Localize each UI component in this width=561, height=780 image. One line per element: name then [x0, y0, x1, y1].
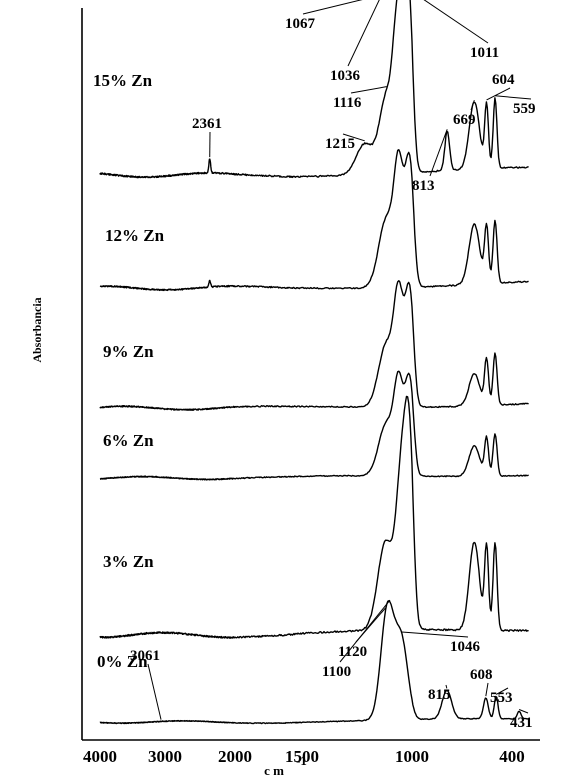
peak-label-669: 669 [453, 112, 476, 128]
leader-line [485, 682, 489, 697]
x-tick-1000: 1000 [395, 747, 429, 766]
leader-line [339, 599, 391, 663]
series-label: 15% Zn [93, 71, 153, 90]
spectrum-line [99, 0, 529, 179]
peak-label-1011: 1011 [470, 45, 499, 61]
x-tick-3000: 3000 [148, 747, 182, 766]
spectrum-line [99, 395, 529, 639]
peak-label-431: 431 [510, 715, 533, 731]
peak-label-1100: 1100 [322, 664, 351, 680]
series-label: 6% Zn [103, 431, 154, 450]
x-tick-400: 400 [499, 747, 525, 766]
leader-line [429, 129, 448, 177]
leader-line [347, 0, 380, 67]
peak-label-1046: 1046 [450, 639, 481, 655]
peak-label-813: 813 [412, 178, 435, 194]
leader-line [350, 86, 387, 94]
y-axis-title: Absorbancia [30, 297, 44, 362]
x-tick-4000: 4000 [83, 747, 117, 766]
spectrum-line [99, 600, 529, 725]
leader-line [495, 95, 532, 100]
x-axis-title-superscript: -1 [296, 753, 307, 768]
leader-line [401, 631, 469, 638]
x-axis-title: c m [264, 763, 284, 778]
peak-annotations: 2361 1215 1116 1067 1036 1011 813 669 604 559 3061… [130, 0, 536, 731]
peak-label-604: 604 [492, 72, 515, 88]
x-tick-1500: 1500 [285, 747, 319, 766]
peak-label-608: 608 [470, 667, 493, 683]
peak-label-3061: 3061 [130, 648, 160, 664]
leader-line [486, 87, 511, 101]
leader-line [423, 0, 489, 44]
leader-line [147, 663, 162, 720]
peak-label-553: 553 [490, 690, 513, 706]
spectrum-line [99, 370, 529, 481]
peak-label-1215: 1215 [325, 136, 355, 152]
peak-label-1067: 1067 [285, 16, 316, 32]
spectra-group [99, 0, 529, 725]
spectrum-line [99, 280, 529, 411]
series-label: 9% Zn [103, 342, 154, 361]
leader-line [470, 100, 475, 111]
spectrum-line [99, 149, 529, 292]
peak-label-1036: 1036 [330, 68, 361, 84]
series-labels: 15% Zn 12% Zn 9% Zn 6% Zn 3% Zn 0% Zn [93, 71, 165, 671]
x-tick-2000: 2000 [218, 747, 252, 766]
series-label: 0% Zn [97, 652, 148, 671]
peak-label-1116: 1116 [333, 95, 362, 111]
x-tick-labels: 4000 3000 2000 1500 1000 400 [83, 747, 525, 766]
series-label: 3% Zn [103, 552, 154, 571]
peak-label-815: 815 [428, 687, 451, 703]
leader-line [518, 709, 529, 714]
peak-label-559: 559 [513, 101, 536, 117]
leader-line [445, 684, 448, 689]
leader-line [302, 0, 363, 15]
peak-label-2361: 2361 [192, 116, 222, 132]
leader-line [495, 687, 509, 695]
series-label: 12% Zn [105, 226, 165, 245]
leader-line [342, 133, 365, 142]
